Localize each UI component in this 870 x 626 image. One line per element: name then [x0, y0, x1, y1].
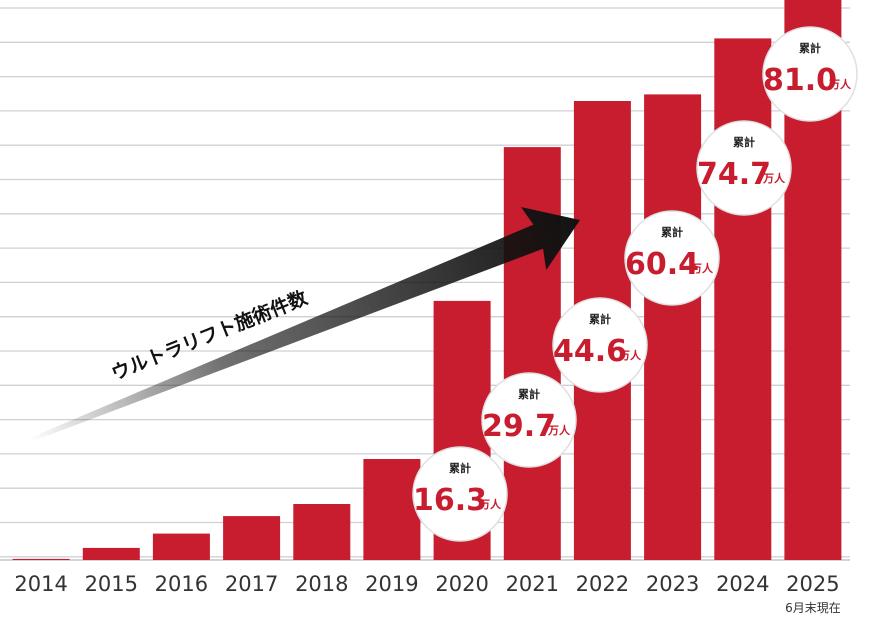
bubble-circle [762, 26, 858, 122]
x-tick-label-2019: 2019 [365, 572, 418, 596]
arrow-shape [29, 207, 580, 442]
cumulative-bubble-2023: 累計 60.4万人 [624, 210, 720, 306]
bars [12, 0, 842, 561]
bubble-unit: 万人 [762, 171, 786, 185]
bubble-title: 累計 [518, 387, 540, 401]
bubble-value: 44.6 [553, 334, 627, 369]
bubble-title: 累計 [799, 41, 821, 55]
bubble-circle [696, 120, 792, 216]
bubble-title: 累計 [733, 135, 755, 149]
bubble-title: 累計 [661, 225, 683, 239]
bubble-unit: 万人 [618, 348, 642, 362]
bar-2015 [82, 547, 140, 560]
x-tick-label-2022: 2022 [576, 572, 629, 596]
bubble-value: 60.4 [625, 247, 699, 282]
bar-2019 [363, 459, 421, 560]
x-tick-label-2015: 2015 [85, 572, 138, 596]
as-of-note: 6月末現在 [785, 601, 841, 615]
bubble-unit: 万人 [828, 77, 852, 91]
bubble-circle [624, 210, 720, 306]
bar-2014 [12, 558, 70, 560]
bubble-unit: 万人 [547, 423, 571, 437]
x-tick-label-2016: 2016 [155, 572, 208, 596]
bubble-value: 29.7 [482, 409, 556, 444]
bar-2017 [223, 516, 281, 560]
x-tick-label-2018: 2018 [295, 572, 348, 596]
cumulative-bubble-2025: 累計 81.0万人 [762, 26, 858, 122]
cumulative-bubble-2021: 累計 29.7万人 [481, 372, 577, 468]
bubble-unit: 万人 [690, 261, 714, 275]
cumulative-bubble-2024: 累計 74.7万人 [696, 120, 792, 216]
bar-2023 [644, 94, 702, 561]
bubble-title: 累計 [449, 461, 471, 475]
bar-2024 [714, 38, 772, 560]
x-tick-label-2017: 2017 [225, 572, 278, 596]
cumulative-bubble-2020: 累計 16.3万人 [412, 446, 508, 542]
bubble-circle [552, 297, 648, 393]
bar-2018 [293, 504, 351, 560]
x-tick-label-2023: 2023 [646, 572, 699, 596]
bubble-value: 16.3 [413, 483, 487, 518]
x-tick-label-2020: 2020 [435, 572, 488, 596]
cumulative-bubble-2022: 累計 44.6万人 [552, 297, 648, 393]
bubble-circle [412, 446, 508, 542]
x-tick-label-2014: 2014 [14, 572, 67, 596]
x-axis-labels: 2014 2015 2016 2017 2018 2019 2020 2021 2022 2023… [14, 572, 840, 615]
bubble-circle [481, 372, 577, 468]
bubble-value: 74.7 [697, 157, 771, 192]
bar-2016 [152, 533, 210, 560]
x-tick-label-2024: 2024 [716, 572, 769, 596]
bubble-title: 累計 [589, 312, 611, 326]
cumulative-bubbles: 累計16.3万人累計29.7万人累計44.6万人累計60.4万人累計74.7万人… [412, 26, 858, 542]
bubble-unit: 万人 [478, 497, 502, 511]
x-tick-label-2021: 2021 [506, 572, 559, 596]
bubble-value: 81.0 [763, 63, 837, 98]
gridlines [0, 7, 850, 561]
x-tick-label-2025: 2025 [786, 572, 839, 596]
